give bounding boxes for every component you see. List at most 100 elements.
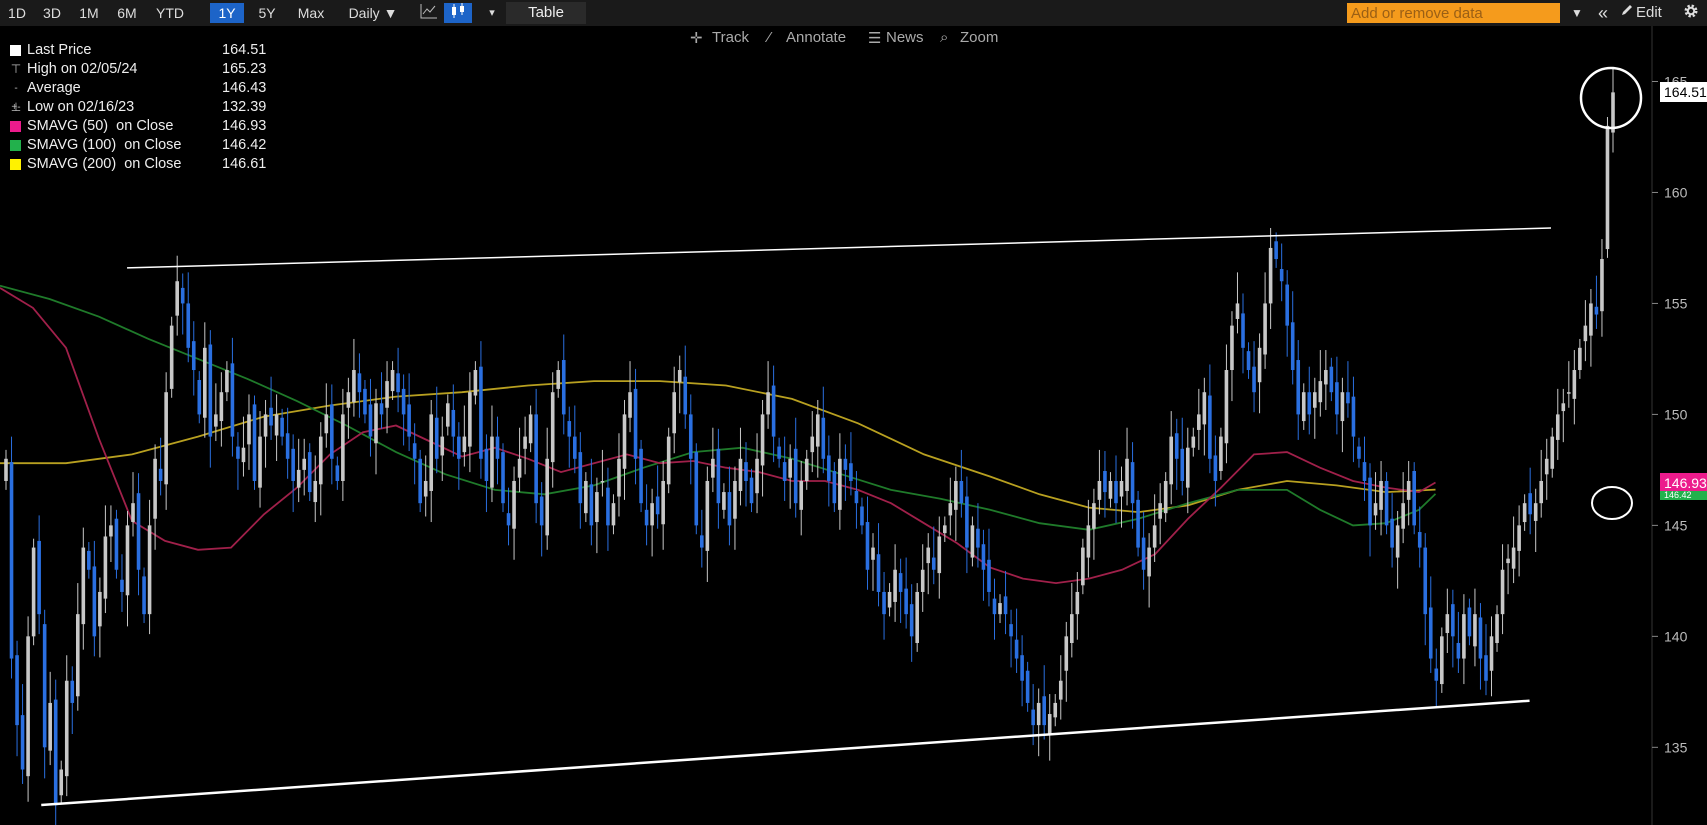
y-tick-label: 135 [1664,739,1688,755]
candlestick-icon[interactable] [444,3,472,23]
zoom-button[interactable]: Zoom [960,29,999,46]
candle [423,455,428,517]
candle [1528,467,1532,535]
candle [64,655,69,797]
sma100-line [0,284,1437,531]
candle [208,330,213,468]
candle-body [804,458,809,481]
candle-body [517,458,522,478]
candle [1500,544,1505,635]
candle [169,316,174,398]
candle-body [1489,636,1494,671]
candle-body [131,503,135,523]
range-5y-button[interactable]: 5Y [250,3,284,23]
legend-average[interactable]: -+- Average 146.43 [10,79,270,113]
candle-body [280,417,284,437]
candle [1263,272,1267,369]
candle [1047,694,1052,761]
candle [9,436,14,679]
candle [749,468,754,513]
candle [523,416,527,475]
candle-body [992,598,997,615]
filter-icon[interactable]: ▼ [1571,6,1583,20]
candle [1456,611,1461,673]
range-1y-button[interactable]: 1Y [210,3,244,23]
candle [998,594,1002,624]
annotate-button[interactable]: Annotate [786,29,847,46]
news-button[interactable]: News [886,29,924,46]
candle [782,436,787,501]
legend-low[interactable]: ⊥ Low on 02/16/23 132.39 [10,98,270,117]
legend-last-price[interactable]: Last Price 164.51 [10,41,270,60]
candle [1489,616,1494,697]
legend-high[interactable]: ⊤ High on 02/05/24 165.23 [10,60,270,79]
candle [1572,350,1577,425]
frequency-dropdown[interactable]: Daily ▼ [338,3,408,23]
candle [860,497,864,535]
candle-body [20,715,25,770]
candle-body [1230,325,1234,371]
candle [490,405,494,503]
gear-icon[interactable] [1680,3,1702,23]
track-button[interactable]: Track [712,29,749,46]
candle [352,338,356,417]
edit-button[interactable]: Edit [1636,4,1662,21]
candle [1014,608,1019,673]
pencil-icon[interactable] [1618,3,1636,23]
candle-body [1451,604,1455,637]
range-3d-button[interactable]: 3D [36,3,68,23]
candle [909,584,914,662]
legend-sma200[interactable]: SMAVG (200) on Close 146.61 [10,155,270,174]
candle-body [70,680,75,703]
candle-body [987,559,991,592]
candle-body [31,547,36,637]
candle-body [1340,392,1345,422]
candle [1390,493,1394,568]
candle [1202,377,1207,456]
candle-body [109,525,113,537]
candle-body [136,493,141,570]
range-6m-button[interactable]: 6M [110,3,144,23]
line-chart-icon[interactable] [416,3,442,23]
candle-body [1467,607,1472,637]
candle [904,557,908,629]
candle-body [1456,643,1461,659]
candle [252,395,257,490]
candle-body [1158,503,1162,519]
candle [153,444,157,550]
candle-body [1583,325,1588,342]
candle [501,443,505,513]
candle [247,394,251,470]
candle-body [1390,518,1394,548]
candle [197,371,202,424]
chart-type-menu-chevron-icon[interactable]: ▾ [484,3,500,23]
candle-body [771,385,776,437]
candle-body [898,573,903,592]
candle [191,321,196,396]
legend-sma100[interactable]: SMAVG (100) on Close 146.42 [10,136,270,155]
sma50-badge: 146.93 [1660,472,1707,493]
add-remove-data-input[interactable] [1347,3,1560,23]
candle-body [1053,702,1058,718]
range-ytd-button[interactable]: YTD [148,3,192,23]
table-button[interactable]: Table [506,2,586,24]
collapse-icon[interactable]: « [1597,3,1608,23]
candle-body [711,458,715,478]
range-max-button[interactable]: Max [290,3,332,23]
legend-value: 164.51 [222,42,267,58]
candle-body [1368,477,1372,526]
candle-body [1169,436,1174,485]
candle [131,472,135,537]
candle [1533,488,1538,553]
candle [1544,438,1549,500]
legend-sma50[interactable]: SMAVG (50) on Close 146.93 [10,117,270,136]
candle [1406,461,1411,526]
candle-body [799,480,804,510]
range-1m-button[interactable]: 1M [72,3,106,23]
candle-body [434,417,439,459]
candle [617,433,621,517]
range-1d-button[interactable]: 1D [2,3,32,23]
candle [1191,427,1196,457]
candle [1428,576,1433,673]
